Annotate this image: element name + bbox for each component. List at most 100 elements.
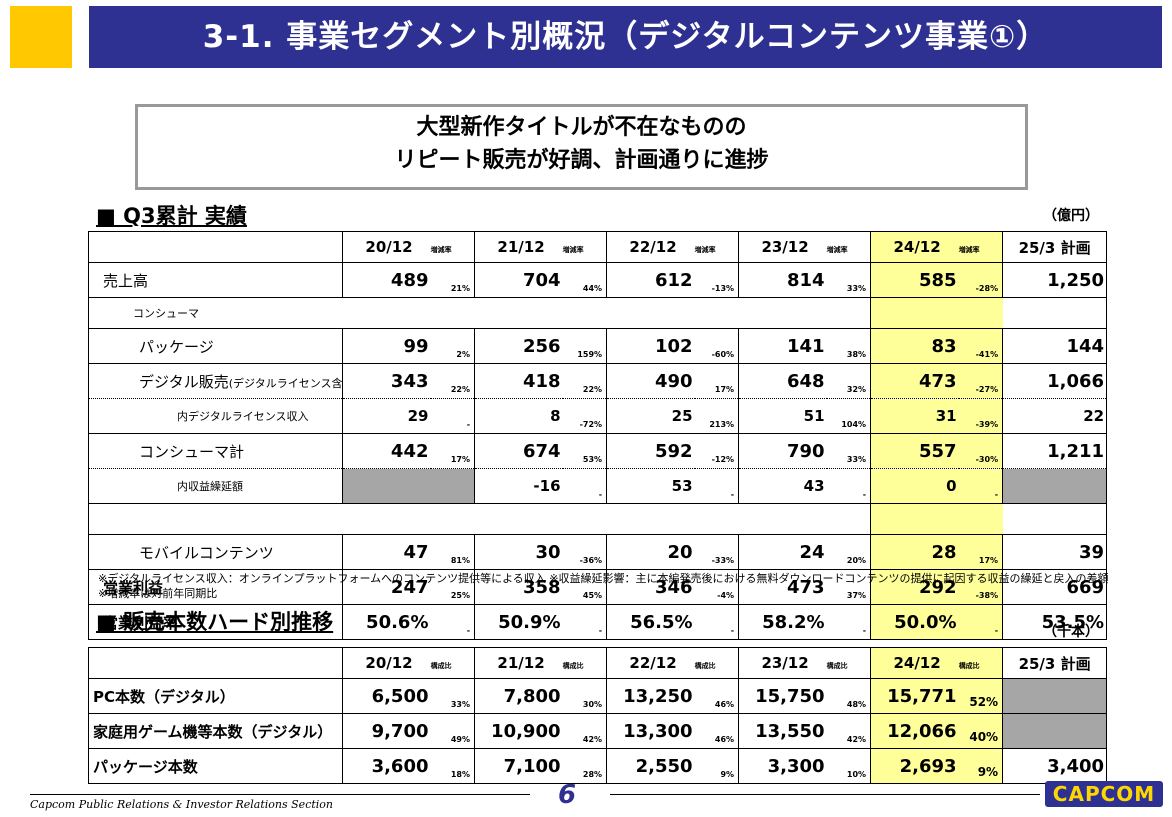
table-cell: 2,693: [870, 748, 959, 784]
table-cell: 3,300: [738, 748, 827, 784]
table-cell: 358: [474, 569, 563, 605]
table-cell: 44%: [582, 284, 603, 293]
table-cell: 43: [738, 468, 827, 504]
table-cell: 343: [342, 363, 431, 399]
table-cell: 53.5%: [1002, 604, 1108, 640]
units-table: 20/12 構成比 21/12 構成比 22/12 構成比 23/12 構成比 24/1…: [88, 647, 1108, 784]
table-cell: 24: [738, 534, 827, 570]
cell-text: デジタル販売: [139, 372, 229, 391]
table-cell: 22%: [582, 385, 603, 394]
table-row: 売上高 489 21% 704 44% 612 -13% 814 33% 585 -28%…: [88, 262, 1108, 298]
table-cell: 22%: [450, 385, 471, 394]
table-cell: 1,211: [1002, 433, 1108, 469]
cell-text: 増減率: [826, 246, 848, 254]
table-cell: 144: [1002, 328, 1108, 364]
table-cell: 20: [606, 534, 695, 570]
table-cell: -30%: [958, 433, 1003, 469]
table-cell: 37%: [846, 591, 867, 600]
table-cell: 33%: [846, 284, 867, 293]
table-cell: 15,771: [870, 678, 959, 714]
table-cell: 213%: [709, 420, 735, 429]
page-number: 6: [558, 780, 577, 810]
col-header: 20/12 構成比: [341, 647, 475, 679]
col-header: 21/12 増減率: [474, 231, 607, 263]
table-cell: 18%: [450, 770, 471, 779]
table-cell: 48%: [846, 700, 867, 709]
table-cell: 33%: [846, 455, 867, 464]
table-cell: 15,750: [738, 678, 827, 714]
table-cell: 内デジタルライセンス収入: [88, 398, 343, 434]
footnote-2: ※増減率は対前年同期比: [98, 587, 218, 600]
table-cell: 2%: [456, 350, 471, 359]
table-cell: 30: [474, 534, 563, 570]
table-cell: 612: [606, 262, 695, 298]
table-cell: 1,250: [1002, 262, 1108, 298]
table-cell: 49%: [450, 735, 471, 744]
table-cell: -16: [474, 468, 563, 504]
table-cell: -: [862, 626, 867, 635]
table-cell: 790: [738, 433, 827, 469]
table-cell: 141: [738, 328, 827, 364]
footer-text: Capcom Public Relations & Investor Relat…: [30, 798, 333, 811]
table-cell: コンシューマ計: [88, 433, 343, 469]
accent-square: [10, 6, 72, 68]
table-cell: 29: [342, 398, 431, 434]
footer-line-right: [610, 794, 1040, 795]
table-cell: 256: [474, 328, 563, 364]
table-row: 営業利益率 50.6% - 50.9% - 56.5% - 58.2% - 50.0% -…: [88, 604, 1108, 640]
table-cell: -: [598, 490, 603, 499]
table-cell: パッケージ: [88, 328, 343, 364]
table-cell: 159%: [577, 350, 603, 359]
table-cell: 8: [474, 398, 563, 434]
table-cell: 9%: [720, 770, 735, 779]
headline-line2: リピート販売が好調、計画通りに進捗: [394, 148, 769, 173]
cell-text: 23/12: [761, 654, 809, 672]
table-cell: -39%: [958, 398, 1003, 434]
table-cell: 53%: [582, 455, 603, 464]
gray-cell: [341, 468, 475, 504]
cell-text: 21/12: [497, 238, 545, 256]
table-cell: 489: [342, 262, 431, 298]
col-header: 24/12 構成比: [870, 647, 1003, 679]
table-cell: -: [730, 490, 735, 499]
col-header: 23/12 増減率: [738, 231, 871, 263]
table-cell: 83: [870, 328, 959, 364]
table-row: パッケージ 99 2% 256 159% 102 -60% 141 38% 83 -41%…: [88, 328, 1108, 364]
table-cell: 40%: [958, 713, 1003, 749]
table-cell: 292: [870, 569, 959, 605]
table-cell: 13,300: [606, 713, 695, 749]
table-cell: 490: [606, 363, 695, 399]
table-cell: 50.6%: [342, 604, 431, 640]
col-header: 20/12 増減率: [341, 231, 475, 263]
table-cell: 592: [606, 433, 695, 469]
table-cell: 473: [870, 363, 959, 399]
table-cell: 22: [1002, 398, 1108, 434]
units-section-title: ■ 販売本数ハード別推移: [96, 610, 334, 634]
table-cell: 247: [342, 569, 431, 605]
table-cell: 9,700: [342, 713, 431, 749]
table-cell: モバイルコンテンツ: [88, 534, 343, 570]
table-row: 家庭用ゲーム機等本数（デジタル） 9,700 49% 10,900 42% 13,3…: [88, 713, 1108, 749]
table-cell: 346: [606, 569, 695, 605]
table-cell: -36%: [579, 556, 603, 565]
table-cell: 28: [870, 534, 959, 570]
table-cell: 669: [1002, 569, 1108, 605]
table-cell: 418: [474, 363, 563, 399]
table-cell: 2,550: [606, 748, 695, 784]
cell-text: 24/12: [893, 238, 941, 256]
table-cell: -: [598, 626, 603, 635]
table-row: 内収益繰延額 -16- 53- 43- 0-: [88, 468, 1108, 504]
table-cell: 814: [738, 262, 827, 298]
table-cell: 12,066: [870, 713, 959, 749]
table-cell: -38%: [958, 569, 1003, 605]
cell-text: 増減率: [562, 246, 584, 254]
table-cell: 17%: [450, 455, 471, 464]
table-row: コンシューマ: [88, 297, 1108, 329]
gray-cell: [1002, 713, 1108, 749]
cell-text: 20/12: [365, 238, 413, 256]
table-cell: 473: [738, 569, 827, 605]
table-cell: -: [466, 420, 471, 429]
cell-text: 構成比: [694, 662, 716, 670]
cell-text: 22/12: [629, 654, 677, 672]
headline-box: 大型新作タイトルが不在なものの リピート販売が好調、計画通りに進捗: [135, 104, 1028, 190]
